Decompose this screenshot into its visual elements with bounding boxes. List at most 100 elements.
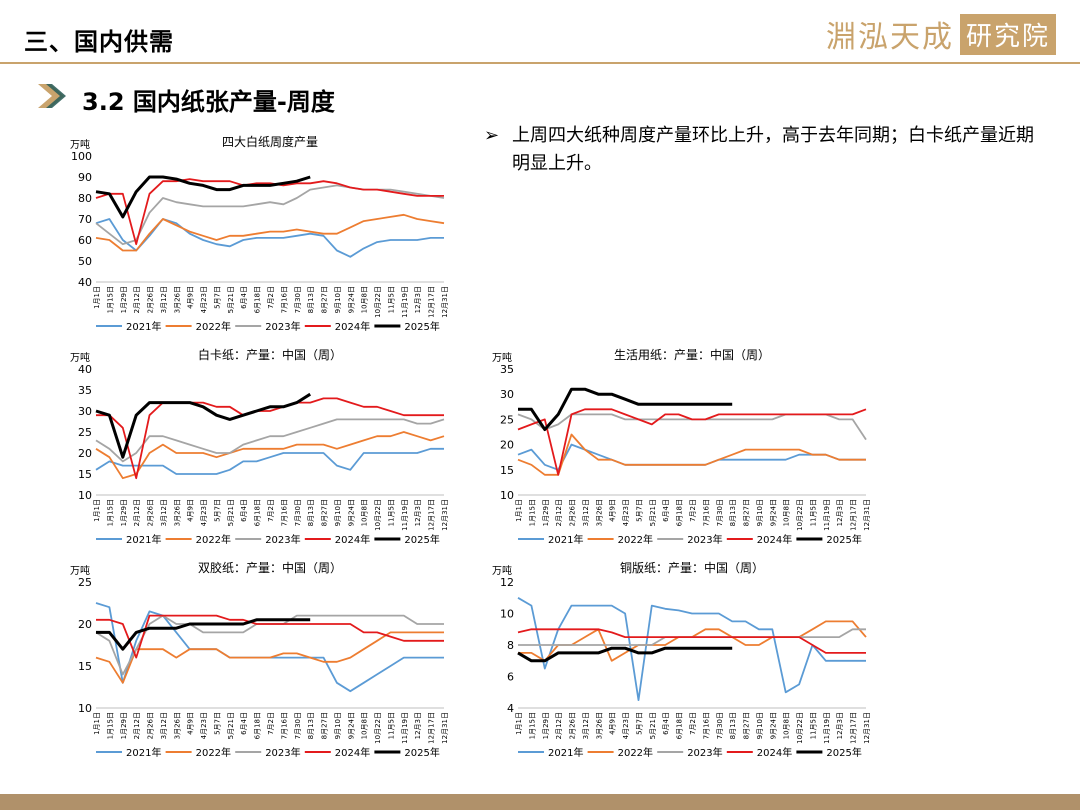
- x-tick-label: 12月31日: [441, 286, 449, 318]
- x-tick-label: 8月27日: [321, 499, 329, 526]
- x-tick-label: 6月18日: [676, 712, 684, 739]
- series-line: [95, 175, 311, 219]
- x-tick-label: 1月29日: [542, 499, 550, 526]
- y-tick-label: 8: [507, 639, 514, 652]
- summary-text: 上周四大纸种周度产量环比上升，高于去年同期；白卡纸产量近期明显上升。: [512, 125, 1034, 174]
- x-tick-label: 7月30日: [294, 499, 302, 526]
- x-tick-label: 4月9日: [187, 286, 195, 309]
- x-tick-label: 10月22日: [374, 286, 382, 318]
- header-divider: [0, 62, 1080, 64]
- y-tick-label: 20: [78, 618, 92, 631]
- x-tick-label: 10月8日: [783, 499, 791, 526]
- x-tick-label: 4月23日: [200, 286, 208, 313]
- x-tick-label: 7月16日: [702, 712, 710, 739]
- series-line: [95, 418, 445, 463]
- x-tick-label: 11月19日: [401, 712, 409, 744]
- chart-coated-paper: 铜版纸：产量：中国（周） 万吨 4 6 8 10 12 1月1日 1月15日 1月29日 2月12日…: [492, 560, 871, 759]
- chart-offset-paper: 双胶纸：产量：中国（周） 万吨 10 15 20 25 1月1日 1月15日 1月29日 2月12…: [70, 560, 449, 759]
- x-tick-label: 5月7日: [213, 499, 221, 522]
- x-tick-label: 4月23日: [200, 712, 208, 739]
- x-tick-label: 9月24日: [769, 499, 777, 526]
- x-tick-label: 6月18日: [676, 499, 684, 526]
- y-unit-label: 万吨: [70, 351, 90, 364]
- x-tick-label: 12月31日: [441, 499, 449, 531]
- x-tick-label: 8月13日: [307, 499, 315, 526]
- y-tick-label: 25: [500, 413, 514, 426]
- x-tick-label: 2月26日: [569, 499, 577, 526]
- legend-label: 2025年: [404, 746, 439, 759]
- x-tick-label: 5月7日: [635, 499, 643, 522]
- legend-label: 2022年: [196, 746, 231, 759]
- x-tick-label: 5月21日: [227, 712, 235, 739]
- y-unit-label: 万吨: [70, 138, 90, 151]
- series-line: [517, 597, 866, 702]
- x-tick-label: 9月10日: [756, 499, 764, 526]
- x-tick-label: 12月3日: [414, 286, 422, 313]
- series-line: [517, 628, 866, 654]
- x-tick-label: 9月24日: [769, 712, 777, 739]
- legend-label: 2025年: [826, 746, 861, 759]
- x-tick-label: 12月31日: [441, 712, 449, 744]
- x-tick-label: 2月12日: [133, 286, 141, 313]
- x-tick-label: 1月15日: [106, 712, 114, 739]
- x-tick-label: 11月5日: [387, 712, 395, 739]
- x-tick-label: 2月26日: [147, 286, 155, 313]
- summary-bullet: ➢ 上周四大纸种周度产量环比上升，高于去年同期；白卡纸产量近期明显上升。: [484, 122, 1044, 178]
- x-tick-label: 10月8日: [361, 286, 369, 313]
- x-tick-label: 10月22日: [374, 712, 382, 744]
- legend-label: 2024年: [335, 320, 370, 333]
- x-tick-label: 9月10日: [334, 712, 342, 739]
- y-tick-label: 30: [78, 405, 92, 418]
- x-tick-label: 8月13日: [307, 712, 315, 739]
- chart-title: 白卡纸：产量：中国（周）: [198, 347, 342, 362]
- y-tick-label: 100: [71, 150, 92, 163]
- x-tick-label: 11月19日: [401, 499, 409, 531]
- x-tick-label: 7月16日: [280, 286, 288, 313]
- x-tick-label: 7月2日: [267, 286, 275, 309]
- x-tick-label: 12月31日: [863, 712, 871, 744]
- y-tick-label: 35: [78, 384, 92, 397]
- series-line: [96, 618, 311, 651]
- series-line: [96, 614, 444, 659]
- series-line: [95, 184, 445, 246]
- x-tick-label: 10月8日: [783, 712, 791, 739]
- x-tick-label: 1月1日: [93, 286, 101, 309]
- x-tick-label: 8月27日: [321, 286, 329, 313]
- x-tick-label: 8月27日: [743, 712, 751, 739]
- y-tick-label: 15: [78, 468, 92, 481]
- chart-title: 生活用纸：产量：中国（周）: [614, 347, 770, 362]
- chart-title: 双胶纸：产量：中国（周）: [198, 560, 342, 575]
- x-tick-label: 1月15日: [528, 499, 536, 526]
- x-tick-label: 6月18日: [254, 286, 262, 313]
- x-tick-label: 3月26日: [173, 712, 181, 739]
- legend-label: 2021年: [126, 533, 161, 546]
- series-line: [95, 447, 444, 475]
- x-tick-label: 1月29日: [542, 712, 550, 739]
- x-tick-label: 8月27日: [321, 712, 329, 739]
- y-tick-label: 6: [507, 671, 514, 684]
- y-tick-label: 90: [78, 171, 92, 184]
- y-tick-label: 25: [78, 426, 92, 439]
- legend-label: 2025年: [404, 533, 439, 546]
- x-tick-label: 4月9日: [187, 712, 195, 735]
- x-tick-label: 11月19日: [823, 499, 831, 531]
- legend-label: 2024年: [335, 533, 370, 546]
- legend-label: 2021年: [126, 320, 161, 333]
- x-tick-label: 6月4日: [240, 499, 248, 522]
- x-tick-label: 1月1日: [515, 499, 523, 522]
- chart-whiteboard-paper: 白卡纸：产量：中国（周） 万吨 10 15 20 25 30 35 40 1月1日 1月15日 1月2…: [70, 347, 449, 546]
- chevron-right-icon: [38, 84, 66, 108]
- chart-tissue-paper: 生活用纸：产量：中国（周） 万吨 10 15 20 25 30 35 1月1日 1月15日 1月29…: [492, 347, 871, 546]
- x-tick-label: 3月26日: [173, 286, 181, 313]
- x-tick-label: 12月17日: [428, 712, 436, 744]
- y-tick-label: 35: [500, 363, 514, 376]
- x-tick-label: 3月12日: [582, 499, 590, 526]
- legend-label: 2022年: [618, 746, 653, 759]
- brand-logo: 淵泓天成 研究院: [826, 13, 1056, 55]
- series-line: [518, 620, 867, 662]
- legend-label: 2024年: [757, 746, 792, 759]
- series-line: [95, 392, 311, 459]
- x-tick-label: 2月26日: [147, 712, 155, 739]
- x-tick-label: 11月5日: [387, 286, 395, 313]
- x-tick-label: 2月26日: [147, 499, 155, 526]
